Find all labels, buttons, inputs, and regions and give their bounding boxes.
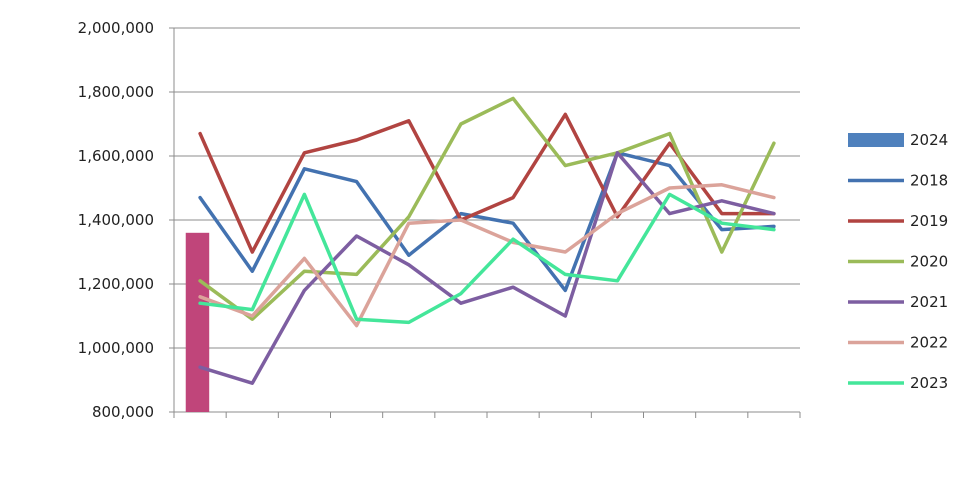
line-series-2022 <box>198 183 776 328</box>
legend-label-2019: 2019 <box>910 212 948 230</box>
line-series-2023 <box>198 192 776 325</box>
axes: 2,000,000 1,800,000 1,600,000 1,400,000 1,20… <box>78 19 801 421</box>
bar-series <box>185 232 210 412</box>
y-tick-label: 1,200,000 <box>78 275 154 293</box>
line-series-2021 <box>198 151 776 385</box>
legend: 2024 2018 2019 2020 2021 2022 2023 <box>848 131 948 392</box>
y-tick-label: 1,800,000 <box>78 83 154 101</box>
line-series-2020 <box>198 96 776 321</box>
line-series-2018 <box>198 151 776 293</box>
legend-label-2023: 2023 <box>910 374 948 392</box>
legend-label-2024: 2024 <box>910 131 948 149</box>
legend-label-2022: 2022 <box>910 334 948 352</box>
y-tick-label: 2,000,000 <box>78 19 154 37</box>
y-tick-label: 1,600,000 <box>78 147 154 165</box>
y-tick-label: 1,000,000 <box>78 339 154 357</box>
legend-label-2020: 2020 <box>910 253 948 271</box>
y-tick-label: 800,000 <box>92 403 154 421</box>
legend-label-2018: 2018 <box>910 172 948 190</box>
legend-swatch-2024 <box>848 133 904 147</box>
y-tick-label: 1,400,000 <box>78 211 154 229</box>
bar-2024 <box>185 232 210 412</box>
legend-label-2021: 2021 <box>910 293 948 311</box>
line-series <box>198 96 776 385</box>
